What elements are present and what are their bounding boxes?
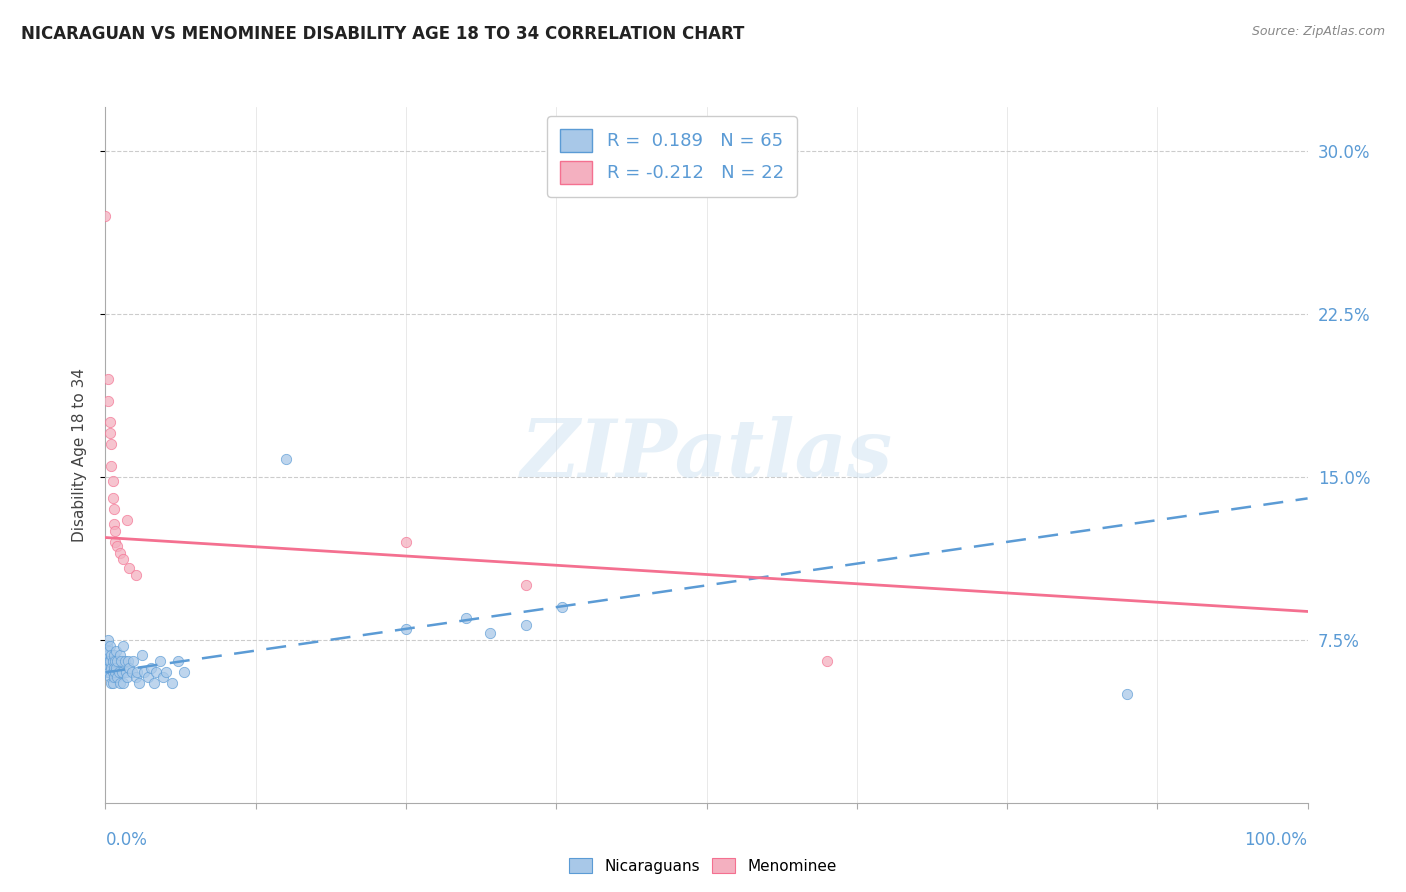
Point — [101, 655, 124, 669]
Point — [103, 502, 125, 516]
Point — [98, 655, 121, 669]
Point — [107, 539, 129, 553]
Point — [100, 676, 122, 690]
Point — [117, 655, 139, 669]
Point — [145, 665, 167, 680]
Point — [104, 655, 127, 669]
Point — [94, 643, 117, 657]
Point — [395, 535, 418, 549]
Point — [103, 517, 125, 532]
Point — [515, 617, 537, 632]
Point — [101, 491, 124, 506]
Point — [128, 676, 150, 690]
Point — [142, 676, 165, 690]
Point — [98, 639, 121, 653]
Point — [152, 670, 174, 684]
Point — [103, 661, 125, 675]
Point — [107, 665, 129, 680]
Point — [515, 578, 537, 592]
Point — [101, 676, 124, 690]
Point — [94, 209, 117, 223]
Point — [121, 665, 143, 680]
Point — [104, 535, 127, 549]
Text: 100.0%: 100.0% — [1244, 831, 1308, 849]
Point — [96, 639, 118, 653]
Point — [100, 648, 122, 662]
Legend: R =  0.189   N = 65, R = -0.212   N = 22: R = 0.189 N = 65, R = -0.212 N = 22 — [547, 116, 797, 197]
Point — [115, 513, 138, 527]
Point — [105, 661, 128, 675]
Point — [98, 426, 121, 441]
Point — [115, 665, 138, 680]
Point — [97, 661, 120, 675]
Point — [105, 643, 128, 657]
Point — [96, 655, 118, 669]
Point — [132, 665, 155, 680]
Point — [124, 670, 146, 684]
Text: 0.0%: 0.0% — [105, 831, 148, 849]
Point — [101, 665, 124, 680]
Y-axis label: Disability Age 18 to 34: Disability Age 18 to 34 — [72, 368, 87, 542]
Point — [104, 524, 127, 538]
Point — [100, 661, 122, 675]
Point — [114, 655, 136, 669]
Point — [103, 670, 125, 684]
Point — [100, 437, 122, 451]
Legend: Nicaraguans, Menominee: Nicaraguans, Menominee — [564, 852, 842, 880]
Point — [107, 655, 129, 669]
Point — [148, 655, 170, 669]
Point — [139, 661, 162, 675]
Point — [97, 648, 120, 662]
Point — [101, 474, 124, 488]
Point — [125, 665, 148, 680]
Point — [1116, 687, 1139, 701]
Point — [108, 648, 131, 662]
Point — [155, 665, 177, 680]
Point — [479, 626, 502, 640]
Point — [98, 670, 121, 684]
Point — [136, 670, 159, 684]
Point — [112, 676, 135, 690]
Point — [103, 648, 125, 662]
Text: NICARAGUAN VS MENOMINEE DISABILITY AGE 18 TO 34 CORRELATION CHART: NICARAGUAN VS MENOMINEE DISABILITY AGE 1… — [21, 25, 744, 43]
Point — [815, 655, 838, 669]
Point — [173, 665, 195, 680]
Point — [166, 655, 188, 669]
Point — [97, 393, 120, 408]
Point — [98, 415, 121, 429]
Point — [98, 655, 121, 669]
Point — [118, 661, 141, 675]
Point — [97, 372, 120, 386]
Point — [100, 458, 122, 473]
Point — [551, 600, 574, 615]
Point — [104, 665, 127, 680]
Point — [131, 648, 153, 662]
Point — [108, 676, 131, 690]
Point — [122, 655, 145, 669]
Point — [98, 665, 121, 680]
Text: ZIPatlas: ZIPatlas — [520, 417, 893, 493]
Point — [454, 611, 477, 625]
Text: Source: ZipAtlas.com: Source: ZipAtlas.com — [1251, 25, 1385, 38]
Point — [94, 648, 117, 662]
Point — [108, 546, 131, 560]
Point — [118, 561, 141, 575]
Point — [112, 639, 135, 653]
Point — [107, 670, 129, 684]
Point — [274, 452, 297, 467]
Point — [160, 676, 183, 690]
Point — [110, 655, 132, 669]
Point — [97, 632, 120, 647]
Point — [115, 670, 138, 684]
Point — [96, 665, 118, 680]
Point — [112, 552, 135, 566]
Point — [111, 665, 134, 680]
Point — [395, 622, 418, 636]
Point — [98, 643, 121, 657]
Point — [124, 567, 146, 582]
